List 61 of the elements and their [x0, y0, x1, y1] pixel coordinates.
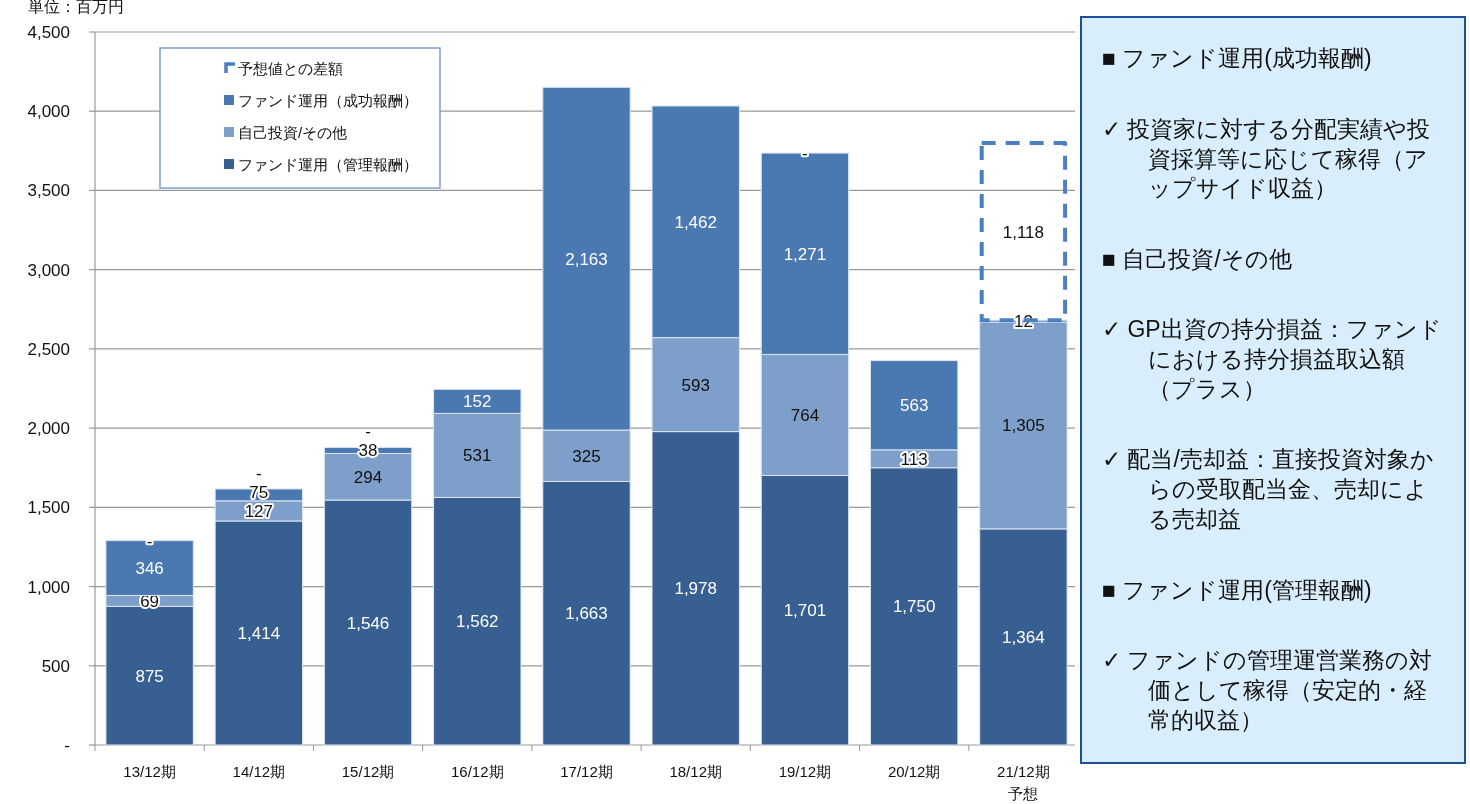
data-label: 346 — [135, 559, 164, 579]
x-tick-label: 19/12期 — [778, 763, 832, 780]
y-tick-label: 2,500 — [27, 339, 70, 359]
data-label: 69 — [140, 591, 160, 611]
data-label: 593 — [681, 375, 710, 395]
text: ■ 自己投資/その他 — [1102, 244, 1293, 274]
data-label: - — [802, 144, 808, 164]
data-label: 127 — [244, 501, 274, 521]
data-label: 563 — [899, 396, 929, 416]
data-label: - — [365, 422, 371, 442]
data-label: 1,414 — [237, 623, 281, 643]
y-tick-label: 1,000 — [27, 577, 70, 597]
text: 単位：百万円 — [28, 0, 124, 15]
data-label: - — [256, 463, 262, 483]
data-label: 1,462 — [674, 212, 717, 232]
data-label: 1,978 — [674, 579, 717, 599]
y-tick-label: - — [64, 736, 70, 755]
y-tick-label: 500 — [41, 656, 70, 676]
data-label: 1,305 — [1002, 416, 1045, 436]
data-label: 1,118 — [1002, 222, 1045, 242]
x-tick-label: 21/12期予想 — [997, 763, 1050, 802]
legend-label: ファンド運用（管理報酬） — [238, 156, 418, 173]
data-label: 152 — [463, 392, 492, 412]
x-tick-label: 15/12期 — [341, 763, 395, 780]
text: ✓ ファンドの管理運営業務の対価として稼得（安定的・経常的収益） — [1102, 646, 1434, 735]
data-label: 764 — [790, 405, 820, 425]
data-label: 1,271 — [783, 244, 827, 264]
data-label: 875 — [135, 666, 164, 686]
y-tick-label: 1,500 — [27, 498, 70, 518]
data-label: 1,562 — [456, 612, 499, 632]
data-label: 1,750 — [892, 597, 936, 617]
data-label: 1,701 — [783, 601, 827, 621]
x-tick-label: 13/12期 — [123, 763, 176, 780]
text: ✓ 投資家に対する分配実績や投資採算等に応じて稼得（アップサイド収益） — [1102, 114, 1432, 204]
data-label: 113 — [900, 449, 928, 469]
data-label: 1,364 — [1002, 627, 1045, 647]
text: ✓ 配当/売却益：直接投資対象からの受取配当金、売却による売却益 — [1102, 445, 1435, 535]
data-label: 294 — [353, 467, 383, 487]
y-tick-label: 3,500 — [27, 181, 70, 201]
legend-label: 予想値との差額 — [238, 60, 343, 77]
data-label: 1,663 — [565, 604, 608, 624]
x-tick-label: 17/12期 — [560, 763, 613, 780]
text: ■ ファンド運用(管理報酬) — [1102, 575, 1373, 605]
legend-label: 自己投資/その他 — [238, 124, 348, 141]
data-label: 325 — [572, 446, 601, 466]
y-tick-label: 2,000 — [27, 419, 70, 439]
data-label: 2,163 — [565, 249, 608, 269]
data-label: - — [146, 531, 153, 551]
x-tick-label: 18/12期 — [669, 763, 722, 780]
x-tick-label: 16/12期 — [451, 763, 504, 780]
y-tick-label: 3,000 — [27, 260, 70, 280]
text: ■ ファンド運用(成功報酬) — [1102, 44, 1373, 74]
data-label: 1,546 — [346, 613, 390, 633]
x-tick-label: 14/12期 — [232, 763, 286, 780]
y-tick-label: 4,000 — [27, 102, 70, 122]
data-label: 531 — [463, 446, 492, 466]
legend-label: ファンド運用（成功報酬） — [238, 92, 418, 109]
text: ✓ GP出資の持分損益：ファンドにおける持分損益取込額（プラス） — [1102, 315, 1443, 405]
data-label: 75 — [249, 482, 269, 502]
x-tick-label: 20/12期 — [887, 763, 941, 780]
y-tick-label: 4,500 — [27, 23, 70, 42]
